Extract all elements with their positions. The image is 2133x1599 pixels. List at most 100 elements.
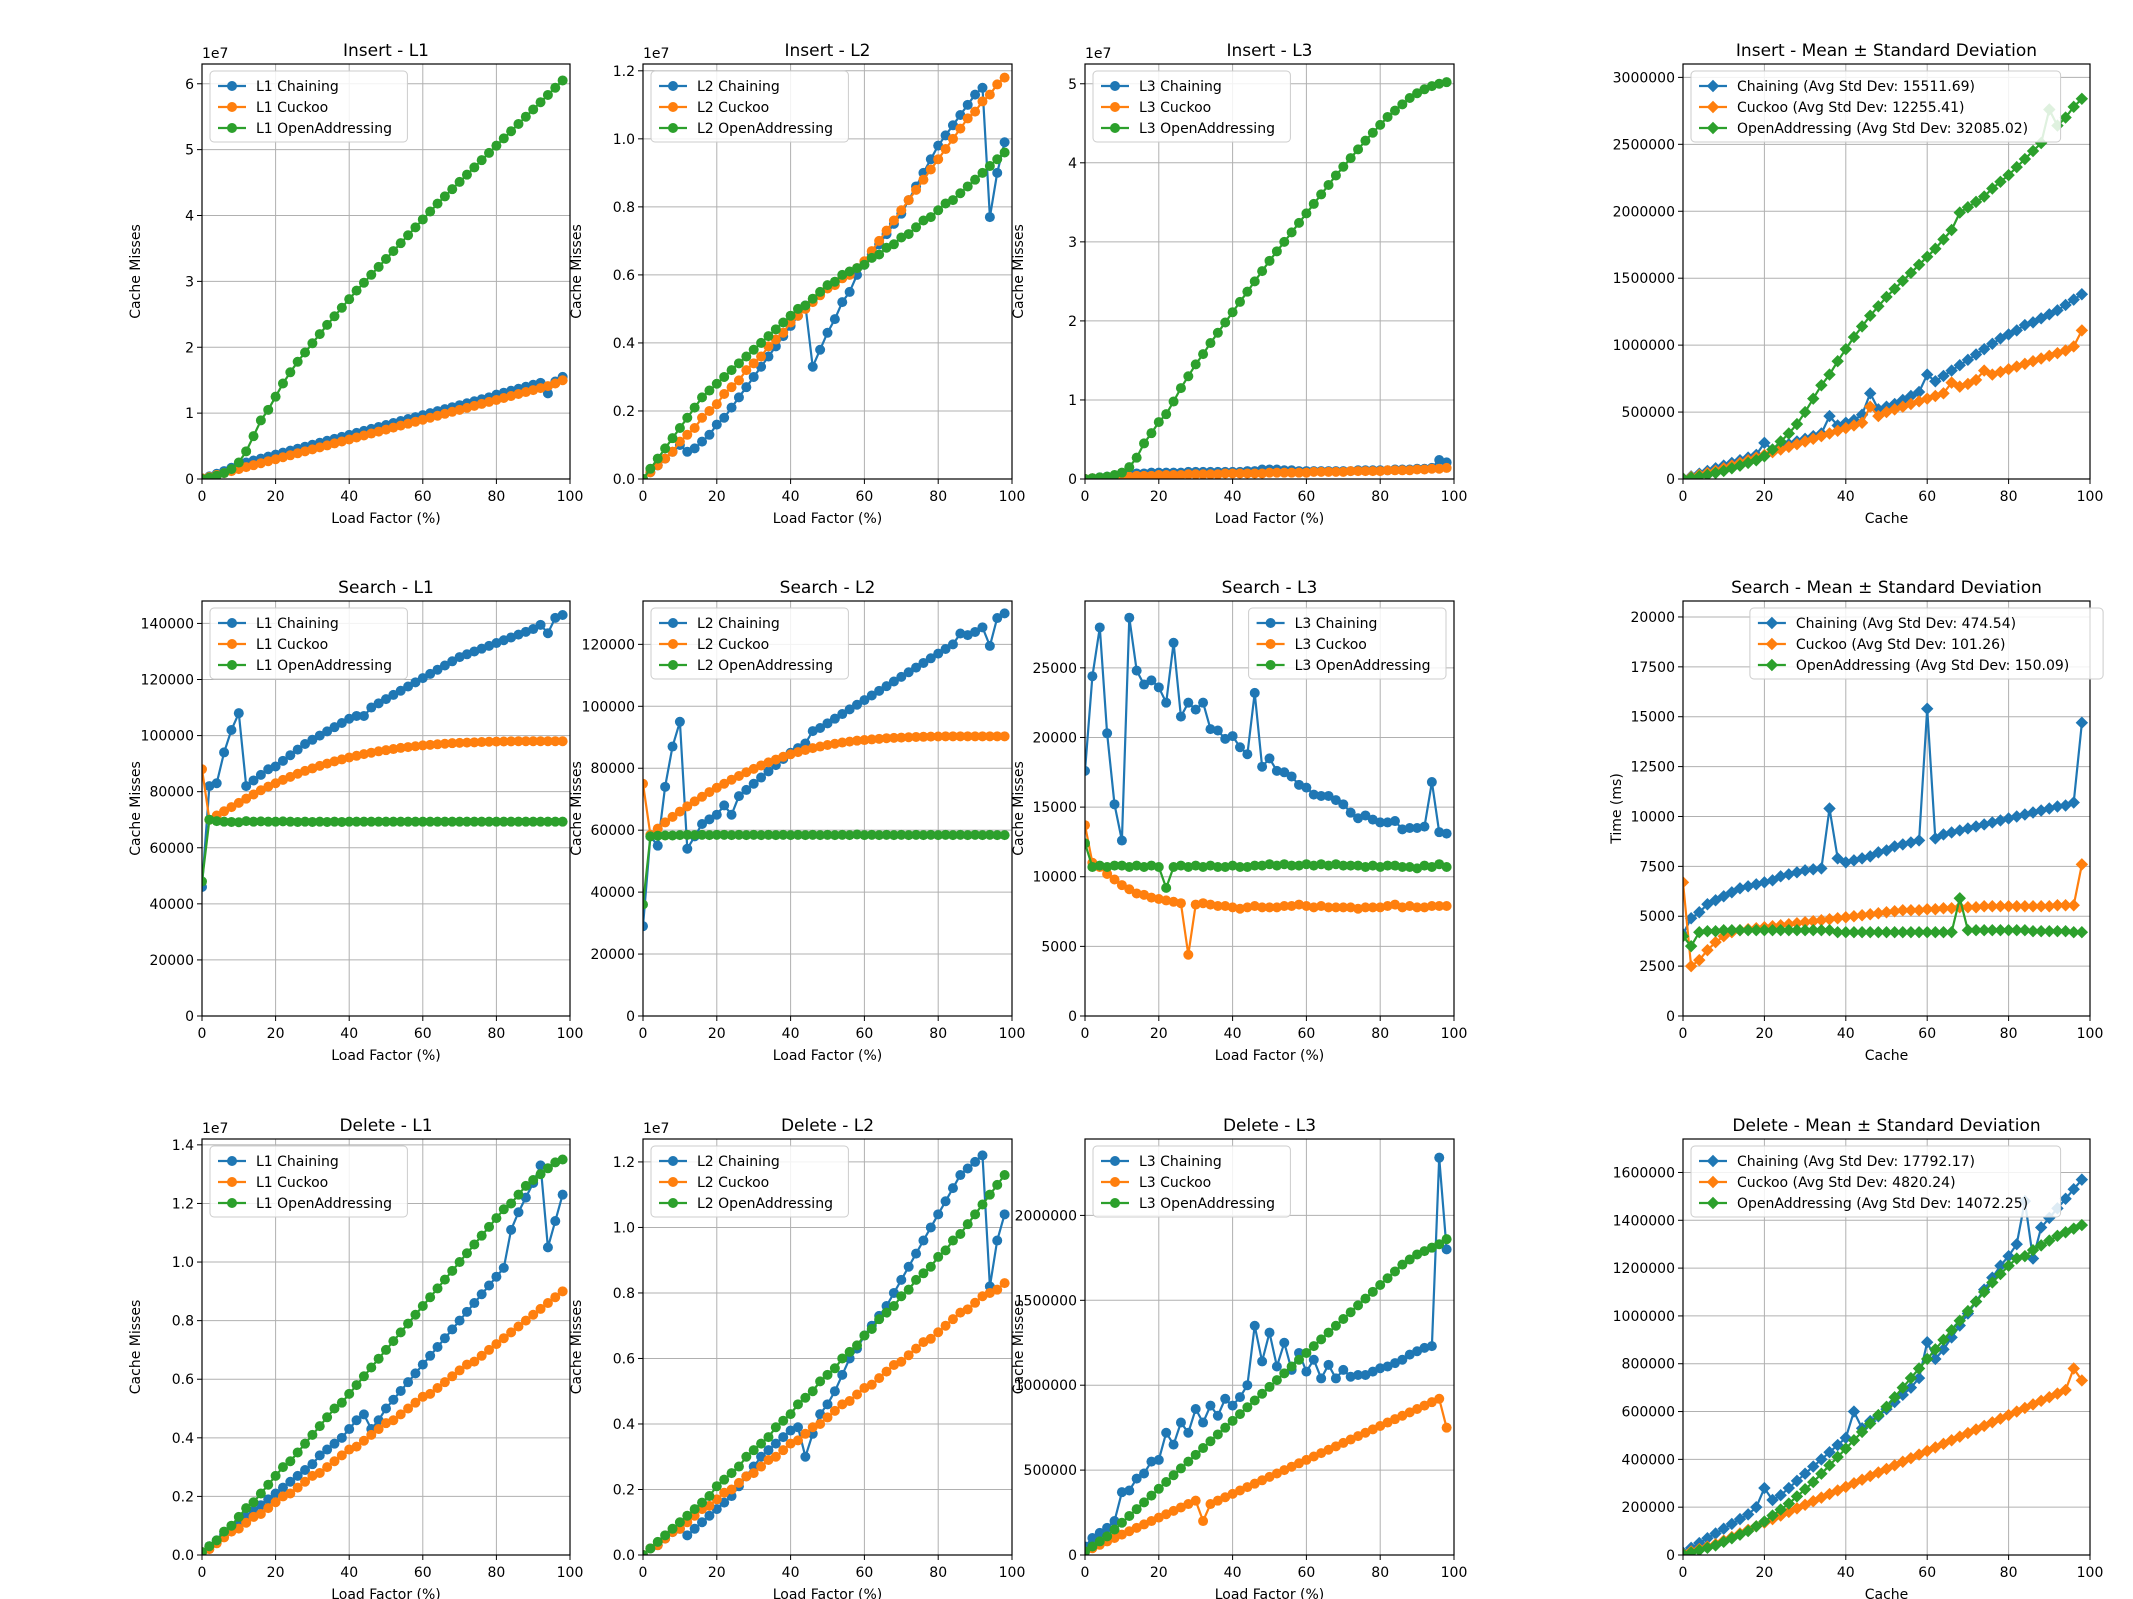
data-point xyxy=(763,766,774,777)
data-point xyxy=(962,1219,973,1230)
data-point xyxy=(1286,860,1297,871)
data-point xyxy=(1301,1366,1312,1377)
data-point xyxy=(557,610,568,621)
data-point xyxy=(381,694,391,705)
x-tick-label: 0 xyxy=(1081,489,1090,505)
data-point xyxy=(992,79,1003,90)
data-point xyxy=(1434,1152,1445,1163)
data-point xyxy=(1227,1415,1238,1426)
data-point xyxy=(1102,868,1113,879)
y-tick-label: 500000 xyxy=(1024,1463,1077,1479)
data-point xyxy=(447,1265,458,1276)
data-point xyxy=(1168,896,1179,907)
data-point xyxy=(1102,471,1113,479)
x-tick-label: 100 xyxy=(2077,489,2104,505)
data-point xyxy=(925,653,936,664)
legend-label: L2 Cuckoo xyxy=(697,100,769,116)
data-point xyxy=(2018,1249,2032,1263)
data-point xyxy=(498,133,509,144)
legend-marker xyxy=(227,1198,237,1208)
data-point xyxy=(1375,119,1386,130)
data-point xyxy=(881,829,892,840)
chart-title: Delete - L2 xyxy=(781,1116,874,1136)
data-point xyxy=(1961,923,1975,937)
data-point xyxy=(741,1451,752,1462)
data-point xyxy=(1733,923,1747,937)
data-point xyxy=(1758,1481,1771,1495)
data-point xyxy=(1168,861,1179,872)
data-point xyxy=(1864,309,1877,322)
data-point xyxy=(1161,409,1172,420)
data-point xyxy=(822,327,833,338)
data-point xyxy=(285,1476,296,1487)
data-point xyxy=(1146,1490,1157,1501)
legend-label: L2 OpenAddressing xyxy=(697,1196,833,1212)
data-point xyxy=(373,1353,384,1364)
data-point xyxy=(1375,466,1386,477)
y-tick-label: 25000 xyxy=(1032,661,1077,677)
legend-frame xyxy=(209,70,408,143)
data-point xyxy=(1725,923,1739,937)
data-point xyxy=(733,375,744,386)
data-point xyxy=(888,830,899,841)
data-point xyxy=(1146,470,1157,479)
data-point xyxy=(1389,1266,1400,1277)
data-point xyxy=(852,699,863,710)
data-point xyxy=(1234,742,1245,753)
data-point xyxy=(1904,1371,1918,1385)
axes-frame xyxy=(642,63,1013,480)
data-point xyxy=(425,816,436,827)
x-axis-label: Cache xyxy=(1865,511,1909,527)
data-point xyxy=(1419,464,1430,475)
data-point xyxy=(1419,902,1430,913)
data-point xyxy=(785,830,796,841)
data-point xyxy=(829,738,840,749)
x-axis-label: Load Factor (%) xyxy=(331,1048,441,1064)
data-point xyxy=(381,1403,391,1414)
data-point xyxy=(1279,1368,1290,1379)
legend-label: L2 OpenAddressing xyxy=(697,121,833,137)
data-point xyxy=(1338,1364,1349,1375)
data-point xyxy=(410,222,421,233)
data-point xyxy=(1986,337,1999,350)
plot-area xyxy=(1085,1152,1452,1555)
data-point xyxy=(1912,1362,1926,1375)
data-point xyxy=(947,1314,958,1325)
x-axis-label: Load Factor (%) xyxy=(1215,1587,1325,1599)
data-point xyxy=(1242,1402,1253,1413)
data-point xyxy=(255,1488,266,1499)
data-point xyxy=(815,286,826,297)
data-point xyxy=(1212,900,1223,911)
data-point xyxy=(970,731,981,742)
data-point xyxy=(992,1235,1003,1246)
data-point xyxy=(300,816,311,827)
x-tick-label: 20 xyxy=(1755,489,1773,505)
y-tick-label: 0 xyxy=(1068,472,1077,488)
data-point xyxy=(1212,725,1223,736)
data-point xyxy=(1175,711,1186,722)
data-point xyxy=(344,816,355,827)
y-tick-label: 0 xyxy=(185,472,194,488)
x-tick-label: 0 xyxy=(198,489,207,505)
data-point xyxy=(911,829,922,840)
y-tick-label: 20000 xyxy=(1032,730,1077,746)
data-point xyxy=(689,1504,700,1515)
data-point xyxy=(999,72,1010,83)
legend-marker xyxy=(668,618,678,628)
data-point xyxy=(829,1386,840,1397)
data-point xyxy=(977,167,988,178)
data-point xyxy=(535,97,546,108)
data-point xyxy=(874,733,885,744)
data-point xyxy=(204,1541,215,1552)
plot-area xyxy=(1683,92,2089,479)
data-point xyxy=(2026,924,2040,938)
data-point xyxy=(1087,861,1098,872)
data-point xyxy=(1257,1356,1268,1367)
data-point xyxy=(733,358,744,369)
data-point xyxy=(1146,428,1157,439)
data-point xyxy=(667,830,678,841)
data-point xyxy=(704,814,715,825)
data-point xyxy=(263,1479,274,1490)
data-point xyxy=(1961,1426,1975,1440)
